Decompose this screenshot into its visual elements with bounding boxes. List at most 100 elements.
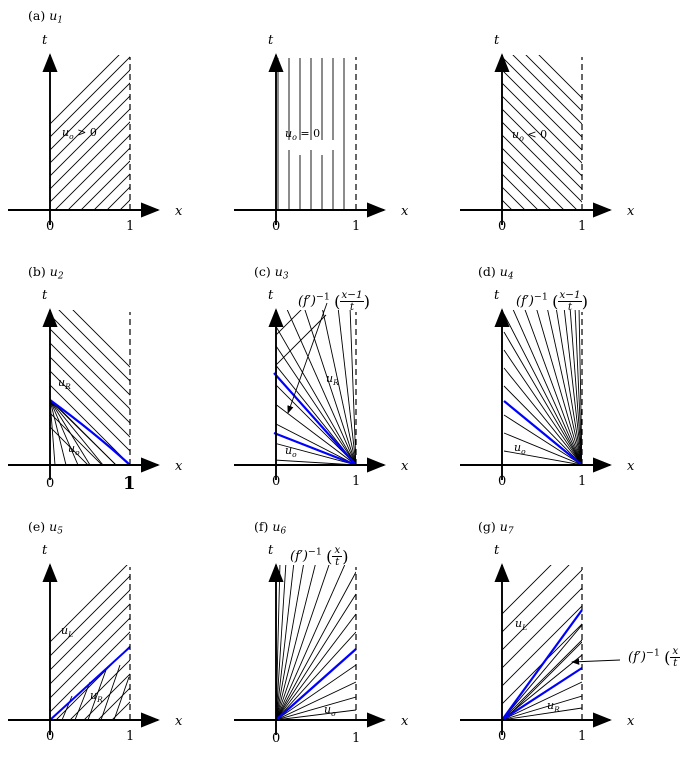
panel-c: x t 0 1 uR uo — [226, 255, 452, 510]
formula-fprime: (f′) — [628, 650, 646, 666]
panel-d-svg: x t 0 1 uo — [460, 288, 635, 489]
tick-label-0: 0 — [498, 219, 506, 234]
formula-fraction: x−1 t — [340, 289, 364, 314]
t-axis-label: t — [42, 33, 48, 48]
tick-label-1: 1 — [352, 219, 360, 234]
panel-g-index: 7 — [507, 526, 514, 537]
panel-d-var: u — [499, 264, 508, 279]
panel-g-var: u — [499, 519, 508, 534]
panel-c-caption: (c) u3 — [254, 264, 289, 281]
t-axis-label: t — [268, 288, 274, 303]
panel-c-svg: x t 0 1 uR uo — [234, 288, 409, 489]
panel-a: x t 0 1 uo > 0 — [0, 0, 226, 255]
rarefaction-boundary-lower — [501, 667, 583, 721]
tick-label-0: 0 — [46, 729, 54, 744]
formula-paren-open: ( — [552, 292, 559, 312]
characteristic-lines-fan — [502, 624, 582, 720]
rarefaction-boundary — [275, 648, 357, 721]
tick-label-0: 0 — [272, 474, 280, 489]
panel-d: x t 0 1 uo — [452, 255, 678, 510]
characteristic-lines-upper — [50, 565, 130, 720]
region-label-u0: uo = 0 — [285, 127, 320, 142]
region-label-u0: uo — [285, 444, 297, 459]
formula-paren-open: ( — [334, 292, 341, 312]
region-label-u0: uo — [68, 442, 80, 457]
panel-e-svg: x t 0 1 uL uR — [8, 543, 183, 744]
tick-label-0: 0 — [498, 474, 506, 489]
panel-a2: x t 0 1 uo = 0 — [226, 0, 452, 255]
x-axis-label: x — [627, 204, 635, 219]
formula-exponent: −1 — [315, 291, 330, 303]
panel-d-formula: (f′)−1 (x−1 t) — [516, 289, 588, 313]
formula-fraction: x−1 t — [558, 289, 582, 313]
region-label-uR: uR — [326, 372, 339, 387]
tick-label-1: 1 — [126, 219, 134, 234]
panel-e-index: 5 — [57, 526, 63, 537]
tick-label-0: 0 — [272, 219, 280, 234]
formula-denominator: t — [673, 657, 678, 670]
formula-paren-open: ( — [664, 648, 671, 668]
panel-d-index: 4 — [507, 271, 514, 282]
characteristic-lines — [502, 55, 582, 210]
panel-a-tag: (a) — [28, 8, 46, 23]
t-axis-label: t — [42, 288, 48, 303]
formula-paren-open: ( — [326, 547, 333, 567]
panel-g-formula: (f′)−1 (xt) — [628, 645, 680, 670]
region-label-u0: uo > 0 — [62, 126, 97, 141]
panel-f-svg: x t 0 1 uo — [234, 543, 409, 746]
characteristic-lines-lower — [61, 664, 130, 720]
panel-f-index: 6 — [280, 526, 287, 537]
t-axis-label: t — [42, 543, 48, 558]
panel-a-svg: x t 0 1 uo > 0 — [8, 33, 183, 234]
rarefaction-boundary-lower — [273, 431, 357, 467]
panel-a3: x t 0 1 uo < 0 — [452, 0, 678, 255]
formula-numerator: x — [332, 544, 343, 558]
panel-b: x t 0 1 uR uo — [0, 255, 226, 510]
panel-d-caption: (d) u4 — [478, 264, 514, 281]
region-label-u0: uo < 0 — [512, 128, 547, 143]
rarefaction-boundary-upper — [273, 372, 357, 466]
panel-c-formula: (f′)−1 (x−1 t) — [298, 289, 370, 314]
panel-b-tag: (b) — [28, 264, 46, 279]
tick-label-0: 0 — [46, 219, 54, 234]
shock-curve — [49, 399, 131, 466]
t-axis-label: t — [494, 33, 500, 48]
panel-a3-svg: x t 0 1 uo < 0 — [460, 33, 635, 234]
panel-c-tag: (c) — [254, 264, 271, 279]
tick-label-1: 1 — [123, 473, 136, 494]
tick-label-0: 0 — [46, 476, 54, 491]
tick-label-1: 1 — [578, 474, 586, 489]
panel-g-svg: x t 0 1 uL uR — [460, 543, 635, 744]
formula-numerator: x−1 — [558, 289, 582, 303]
characteristic-lines-fan — [276, 565, 356, 720]
panel-b-index: 2 — [57, 271, 64, 282]
tick-label-1: 1 — [352, 731, 360, 746]
t-axis-label: t — [268, 543, 274, 558]
panel-c-var: u — [274, 264, 283, 279]
region-label-uL: uL — [61, 624, 73, 639]
formula-denominator: t — [349, 301, 355, 314]
characteristic-lines-fan — [50, 399, 117, 465]
tick-label-0: 0 — [498, 729, 506, 744]
formula-paren-close: ) — [581, 292, 588, 312]
x-axis-label: x — [175, 204, 183, 219]
formula-pointer-arrow — [571, 658, 621, 665]
panel-e-var: u — [49, 519, 58, 534]
panel-e-caption: (e) u5 — [28, 519, 63, 536]
x-axis-label: x — [175, 714, 183, 729]
x-axis-label: x — [401, 459, 409, 474]
characteristic-lines-extra — [276, 310, 327, 366]
panel-e: x t 0 1 uL uR — [0, 510, 226, 765]
formula-fprime: (f′) — [516, 294, 534, 310]
characteristic-lines-fan — [503, 310, 582, 465]
x-axis-label: x — [627, 714, 635, 729]
formula-denominator: t — [335, 556, 340, 569]
formula-paren-close: ) — [342, 547, 349, 567]
panel-c-index: 3 — [282, 271, 289, 282]
formula-numerator: x−1 — [340, 289, 364, 303]
region-label-uR: uR — [547, 699, 560, 714]
region-label-uL: uL — [515, 617, 527, 632]
